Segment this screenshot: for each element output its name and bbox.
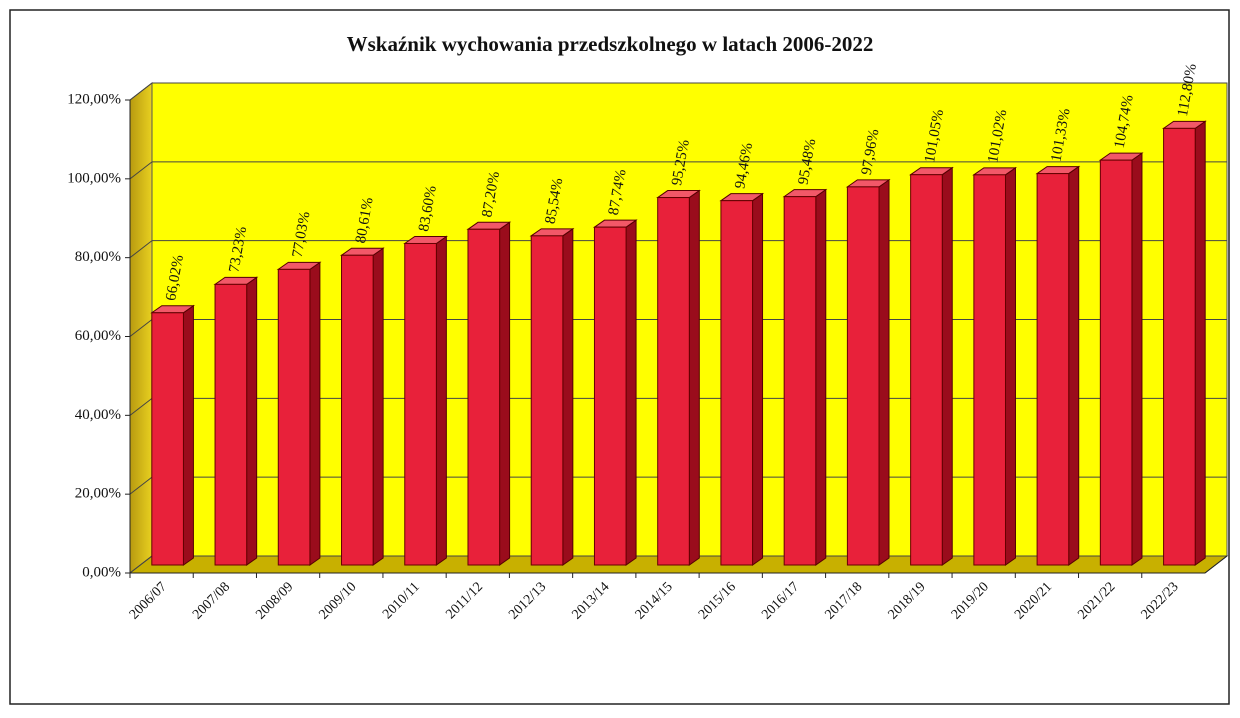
bar: [1099, 159, 1133, 566]
y-tick-label: 0,00%: [82, 564, 121, 580]
value-label: 73,23%: [226, 225, 250, 273]
value-label: 95,48%: [796, 138, 820, 186]
y-tick-label: 120,00%: [67, 91, 121, 107]
grid-line: [129, 161, 153, 180]
bar: [593, 226, 627, 566]
bar: [973, 174, 1006, 566]
bar: [467, 228, 501, 566]
bar-side: [182, 304, 194, 566]
bar-side: [246, 276, 258, 566]
value-label: 95,25%: [669, 139, 693, 187]
bar: [657, 197, 690, 566]
bar: [530, 235, 564, 566]
y-tick-label: 40,00%: [75, 407, 121, 423]
bar-side: [625, 219, 637, 566]
value-label: 87,74%: [606, 168, 630, 216]
grid-line: [129, 397, 153, 416]
bar: [1036, 173, 1070, 566]
value-label: 77,03%: [290, 210, 314, 258]
bar-side: [499, 221, 511, 566]
bar: [277, 268, 311, 566]
bar-side: [309, 261, 321, 566]
grid-line: [129, 476, 153, 495]
value-label: 83,60%: [416, 184, 440, 232]
bar: [910, 174, 943, 566]
bar-side: [562, 227, 574, 566]
grid-line: [129, 240, 153, 259]
y-tick-label: 80,00%: [75, 249, 121, 265]
bar: [214, 283, 248, 566]
bar-side: [1194, 120, 1206, 566]
grid-line: [129, 319, 153, 337]
x-axis-depth: [1204, 555, 1228, 574]
bar: [341, 254, 374, 566]
bar-side: [752, 192, 764, 566]
value-label: 85,54%: [543, 177, 567, 225]
bar-side: [1068, 165, 1080, 566]
bar-side: [1004, 166, 1016, 566]
value-label: 97,96%: [859, 128, 883, 176]
bar-side: [688, 189, 700, 566]
chart-title: Wskaźnik wychowania przedszkolnego w lat…: [347, 32, 874, 56]
value-label: 94,46%: [732, 142, 756, 190]
bar-side: [1131, 152, 1143, 566]
bar-side: [815, 188, 827, 566]
bar: [404, 242, 437, 566]
bar: [1163, 127, 1196, 566]
y-tick-label: 60,00%: [75, 328, 121, 344]
value-label: 80,61%: [353, 196, 377, 244]
bar-side: [435, 235, 447, 566]
bar-side: [941, 166, 953, 566]
bar-side: [878, 178, 890, 566]
bar: [846, 186, 880, 566]
value-label: 87,20%: [479, 170, 503, 218]
y-tick-label: 100,00%: [67, 170, 121, 186]
grid-line: [129, 82, 153, 101]
bar-side: [372, 247, 384, 566]
bar: [783, 196, 817, 566]
y-tick-label: 20,00%: [75, 486, 121, 502]
bar: [151, 312, 184, 566]
grid-line: [129, 555, 153, 574]
value-label: 66,02%: [163, 254, 187, 302]
bar: [720, 200, 754, 566]
